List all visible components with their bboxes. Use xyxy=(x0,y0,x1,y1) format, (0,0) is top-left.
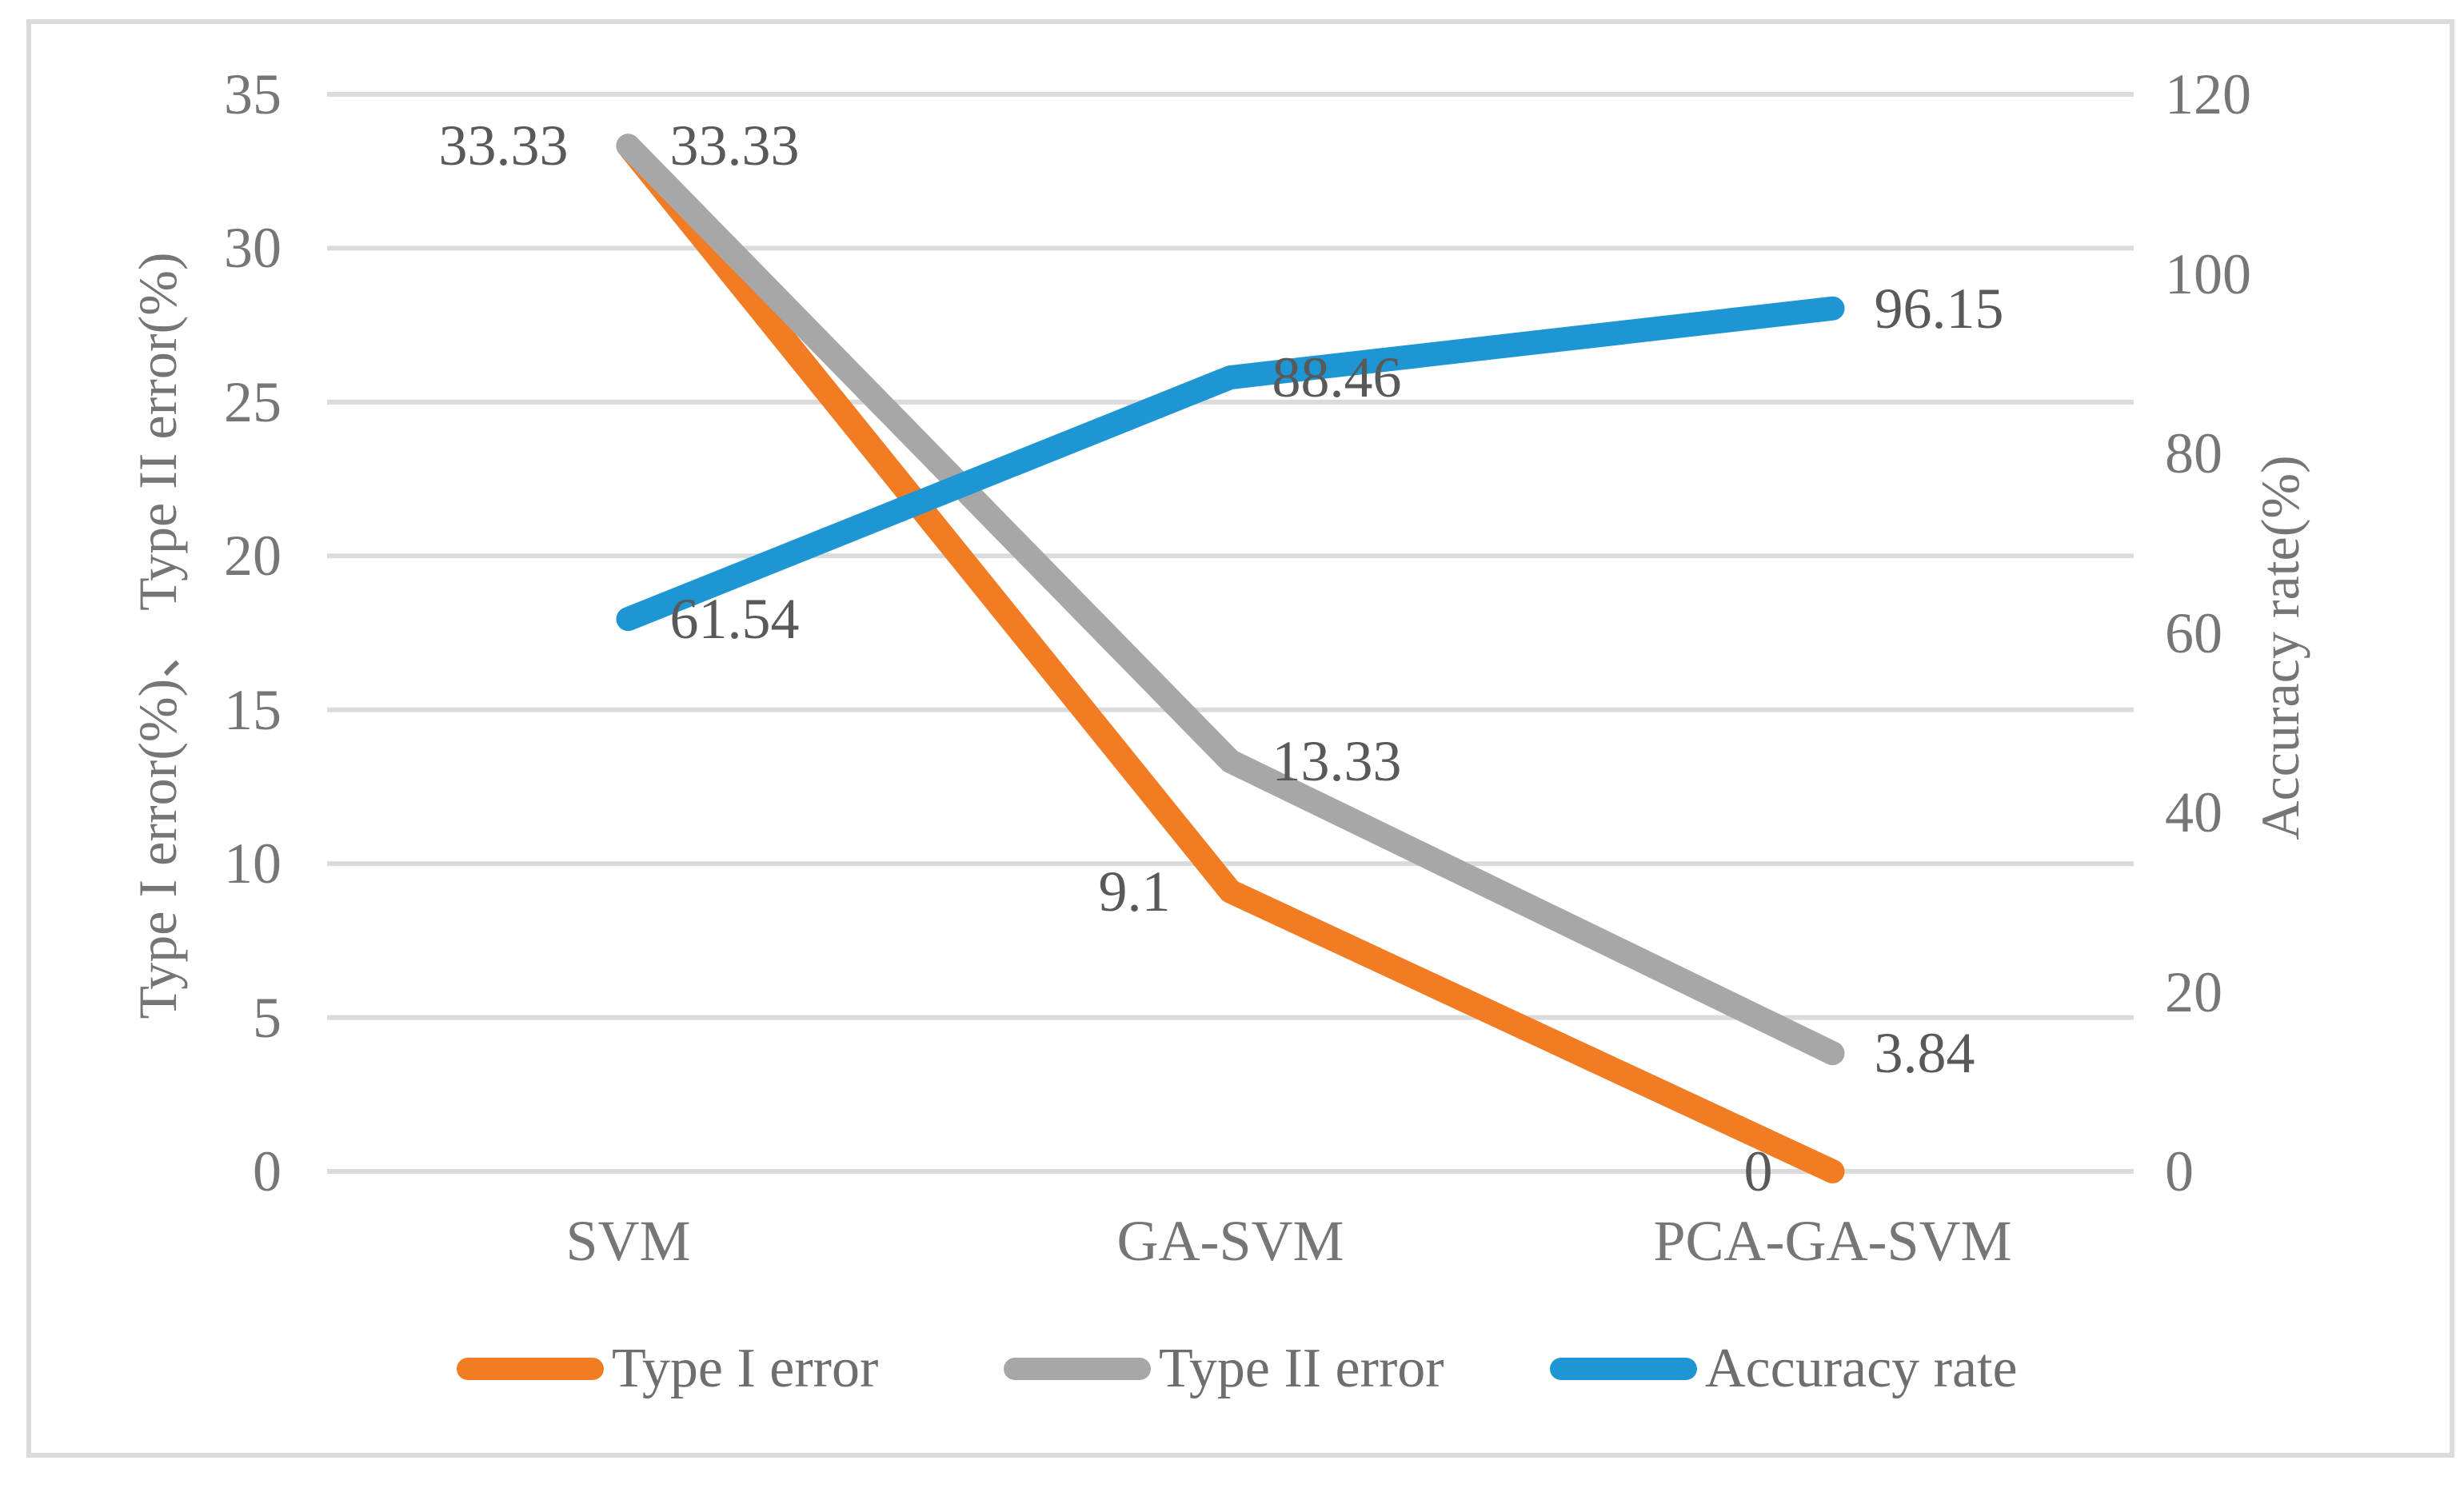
data-label: 33.33 xyxy=(438,114,569,178)
right-tick-label: 60 xyxy=(2165,600,2222,665)
series-line-type-i-error xyxy=(616,134,1845,1183)
left-axis-title: Type I error(%)、 Type II error(%) xyxy=(127,252,188,1019)
legend-label: Type II error xyxy=(1159,1338,1444,1399)
category-label-ga-svm: GA-SVM xyxy=(1116,1209,1344,1273)
legend-line-marker xyxy=(1550,1358,1697,1380)
data-label: 0 xyxy=(1743,1139,1773,1203)
legend-line-marker xyxy=(1004,1358,1151,1380)
left-tick-label: 10 xyxy=(224,832,282,896)
legend-label: Type I error xyxy=(612,1338,879,1399)
legend-line-marker xyxy=(457,1358,604,1380)
right-tick-label: 40 xyxy=(2165,780,2222,844)
data-label: 9.1 xyxy=(1098,859,1171,924)
left-tick-label: 35 xyxy=(224,62,282,126)
legend-item-accuracy-rate: Accuracy rate xyxy=(1550,1334,2018,1403)
right-axis-title: Accuracy rate(%) xyxy=(2250,455,2310,840)
left-tick-label: 15 xyxy=(224,677,282,742)
data-label: 33.33 xyxy=(669,114,800,178)
right-tick-label: 20 xyxy=(2165,959,2222,1024)
right-tick-label: 120 xyxy=(2165,62,2251,126)
gridlines xyxy=(327,92,2134,1174)
legend-label: Accuracy rate xyxy=(1705,1338,2018,1399)
legend-item-type-i-error: Type I error xyxy=(457,1334,878,1403)
category-label-svm: SVM xyxy=(565,1209,691,1273)
right-tick-label: 0 xyxy=(2165,1139,2194,1203)
right-tick-label: 100 xyxy=(2165,241,2251,306)
legend-item-type-ii-error: Type II error xyxy=(1004,1334,1444,1403)
left-tick-label: 20 xyxy=(224,524,282,588)
left-tick-label: 0 xyxy=(253,1139,282,1203)
data-label: 88.46 xyxy=(1272,345,1402,410)
data-label: 96.15 xyxy=(1874,276,2004,341)
left-tick-label: 5 xyxy=(253,985,282,1050)
chart-outer-frame xyxy=(26,19,2454,1458)
category-label-pca-ga-svm: PCA-GA-SVM xyxy=(1653,1209,2012,1273)
series-lines xyxy=(616,134,1845,1183)
series-line-type-ii-error xyxy=(616,134,1845,1066)
right-tick-label: 80 xyxy=(2165,421,2222,485)
series-line-accuracy-rate xyxy=(616,296,1845,632)
left-tick-label: 30 xyxy=(224,216,282,281)
data-label: 3.84 xyxy=(1874,1021,1975,1086)
data-label: 13.33 xyxy=(1272,728,1402,793)
left-tick-label: 25 xyxy=(224,369,282,434)
data-label: 61.54 xyxy=(669,587,800,652)
